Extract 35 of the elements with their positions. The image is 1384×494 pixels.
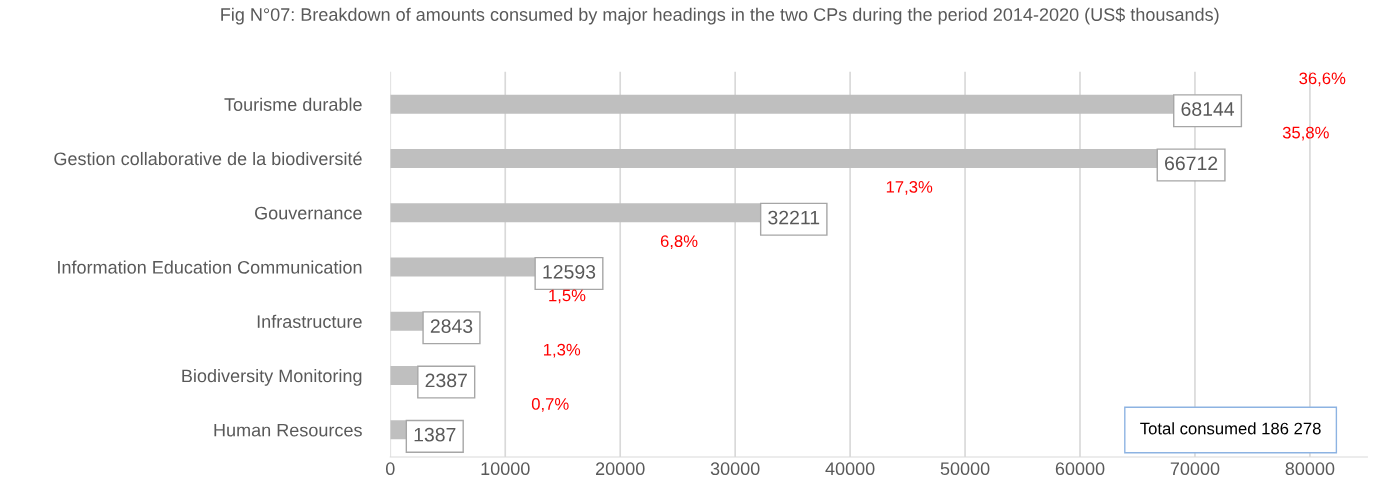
y-tick-label: Gestion collaborative de la biodiversité — [54, 151, 362, 166]
x-tick-label: 60000 — [1055, 462, 1105, 476]
y-tick-label: Tourisme durable — [224, 97, 362, 111]
annotation: 0,7% — [531, 398, 569, 412]
y-tick-label: Biodiversity Monitoring — [182, 369, 362, 386]
y-tick-label: Human Resources — [214, 423, 362, 437]
annotation: 1,3% — [544, 343, 581, 358]
annotation: 36,6% — [1299, 72, 1346, 87]
annotation: 35,8% — [1282, 126, 1329, 141]
bar — [390, 366, 418, 386]
data-label: 66712 — [1165, 156, 1218, 171]
bar — [390, 311, 423, 331]
y-tick-label: Gouvernance — [255, 206, 362, 220]
data-label: 32211 — [768, 210, 820, 225]
bar — [390, 420, 407, 440]
x-tick-label: 0 — [385, 462, 395, 476]
data-label: 2843 — [430, 319, 473, 334]
x-tick-label: 40000 — [825, 462, 875, 476]
y-tick-label: Infrastructure — [257, 314, 362, 328]
x-tick-label: 70000 — [1170, 462, 1220, 476]
y-tick-label: Information Education Communication — [58, 260, 362, 274]
x-tick-label: 50000 — [940, 462, 990, 476]
data-label: 2387 — [425, 373, 467, 388]
data-label: 68144 — [1181, 102, 1235, 116]
x-tick-label: 30000 — [710, 462, 760, 476]
annotation: 6,8% — [660, 235, 698, 250]
x-tick-label: 80000 — [1285, 462, 1335, 476]
annotation: 17,3% — [886, 180, 933, 195]
annotation: 1,5% — [549, 289, 586, 304]
data-label: 12593 — [543, 264, 596, 279]
x-tick-label: 10000 — [481, 462, 530, 476]
annotation: Total consumed 186 278 — [1140, 422, 1321, 435]
data-label: 1387 — [414, 427, 456, 442]
chart-title: Fig N°07: Breakdown of amounts consumed by major headings in the two CPs during the period 2014-2020 (US$ thousands) — [221, 7, 1219, 25]
x-tick-label: 20000 — [596, 462, 645, 476]
